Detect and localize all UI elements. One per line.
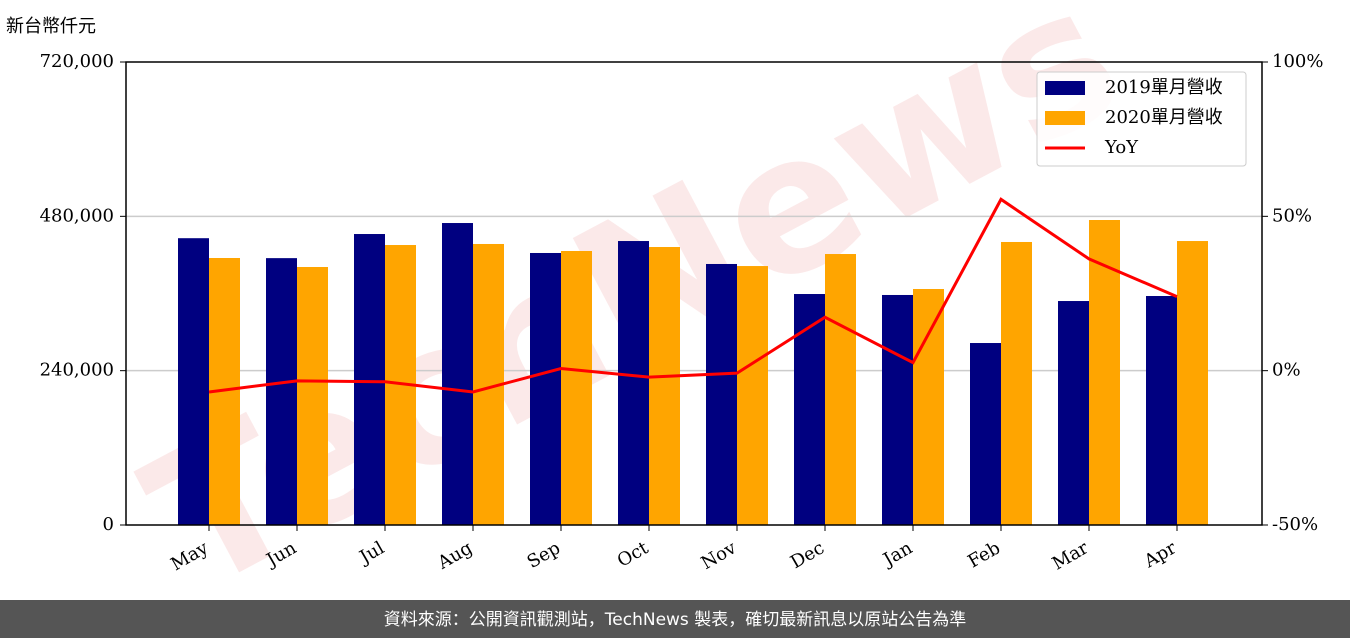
bar: [561, 250, 592, 526]
bar: [825, 254, 856, 525]
bar: [297, 267, 328, 525]
x-tick-label: Apr: [1140, 537, 1180, 572]
bar: [1177, 241, 1208, 525]
x-tick-label: Jan: [878, 537, 916, 571]
y-tick-label: 720,000: [40, 51, 114, 72]
bar: [706, 263, 737, 525]
bar: [354, 234, 385, 525]
bar: [1058, 301, 1089, 525]
bar: [618, 241, 649, 525]
x-tick-label: Oct: [614, 537, 653, 572]
x-tick-label: Mar: [1049, 537, 1093, 574]
bar: [913, 288, 944, 525]
x-tick-label: Nov: [698, 537, 741, 574]
legend-label: 2020單月營收: [1105, 107, 1223, 128]
y-tick-label: 0: [103, 514, 114, 535]
bar: [970, 343, 1001, 525]
bar: [737, 266, 768, 525]
footer-bar: [0, 600, 1350, 638]
legend-label: 2019單月營收: [1105, 77, 1223, 98]
bar: [1001, 241, 1032, 525]
bar: [266, 258, 297, 525]
bar: [882, 294, 913, 525]
y-tick-label: 240,000: [40, 360, 114, 381]
legend-label: YoY: [1104, 137, 1139, 158]
bar: [649, 247, 680, 525]
y-axis-label: 新台幣仟元: [6, 16, 96, 37]
y-tick-label: 480,000: [40, 205, 114, 226]
axes-frame: [125, 61, 1263, 526]
legend-box: [1036, 71, 1247, 167]
y2-tick-label: 100%: [1272, 51, 1323, 72]
bar: [178, 238, 209, 526]
footer-text: 資料來源：公開資訊觀測站，TechNews 製表，確切最新訊息以原站公告為準: [384, 610, 966, 630]
bar: [1146, 296, 1177, 525]
legend-swatch: [1045, 111, 1085, 125]
x-tick-label: Feb: [964, 537, 1004, 572]
y2-tick-label: -50%: [1272, 514, 1318, 535]
x-tick-label: Dec: [787, 537, 828, 573]
y2-tick-label: 50%: [1272, 205, 1312, 226]
bar: [530, 252, 561, 526]
plot-area: TechNews0240,000480,000720,000-50%0%50%1…: [40, 0, 1324, 634]
x-tick-label: Aug: [433, 537, 476, 574]
x-tick-label: Sep: [524, 537, 564, 572]
yoy-line: [208, 197, 1178, 394]
legend-swatch: [1045, 81, 1085, 95]
y2-tick-label: 0%: [1272, 360, 1301, 381]
bar: [442, 223, 473, 525]
